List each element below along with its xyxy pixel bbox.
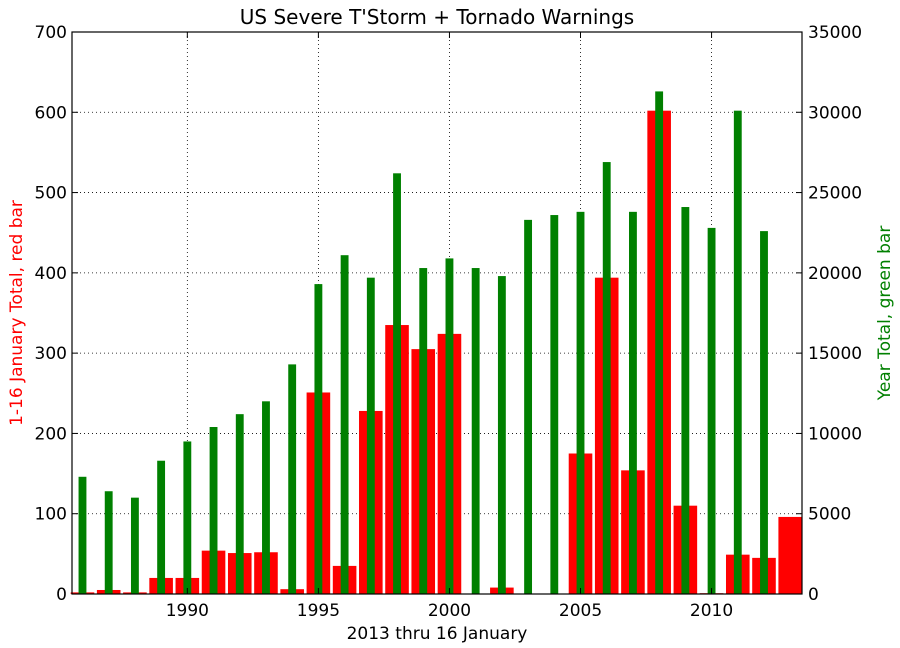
green-bar	[524, 219, 533, 594]
x-tick-label: 2005	[559, 601, 602, 621]
green-bar	[262, 401, 270, 594]
green-bar	[366, 277, 375, 594]
y-tick-label-right: 20000	[808, 264, 862, 284]
y-axis-label-right: Year Total, green bar	[875, 226, 895, 402]
y-tick-label-left: 200	[35, 424, 67, 444]
y-tick-label-right: 10000	[808, 424, 862, 444]
green-bar	[235, 414, 244, 594]
green-bar	[183, 441, 192, 594]
green-bar	[602, 162, 611, 594]
y-tick-label-right: 5000	[808, 505, 851, 525]
green-bar	[629, 211, 637, 594]
x-tick-label: 1990	[166, 601, 209, 621]
y-tick-label-left: 700	[35, 23, 67, 43]
y-tick-label-right: 25000	[808, 184, 862, 204]
green-bar	[497, 276, 506, 594]
y-tick-label-left: 500	[35, 184, 67, 204]
green-bar	[419, 268, 428, 594]
x-tick-label: 1995	[297, 601, 340, 621]
green-bar	[550, 215, 559, 594]
green-bar	[288, 364, 297, 594]
y-axis-label-left: 1-16 January Total, red bar	[7, 200, 27, 426]
green-bar	[314, 284, 323, 594]
y-tick-label-right: 30000	[808, 103, 862, 123]
green-bar	[707, 227, 716, 594]
green-bar	[760, 231, 768, 594]
y-tick-label-right: 35000	[808, 23, 862, 43]
y-tick-label-left: 100	[35, 505, 67, 525]
green-bar	[445, 258, 454, 594]
green-bar	[655, 91, 664, 594]
green-bar	[576, 211, 585, 594]
x-tick-label: 2010	[690, 601, 733, 621]
red-bar	[778, 516, 802, 594]
x-axis-label: 2013 thru 16 January	[347, 624, 528, 644]
green-bar	[130, 497, 139, 594]
y-tick-label-left: 300	[35, 344, 67, 364]
green-bar	[471, 268, 480, 594]
y-tick-label-left: 600	[35, 103, 67, 123]
chart-title: US Severe T'Storm + Tornado Warnings	[240, 5, 634, 29]
green-bar	[209, 427, 218, 594]
x-tick-label: 2000	[428, 601, 471, 621]
plot-frame	[71, 31, 803, 595]
y-tick-label-left: 0	[56, 585, 67, 605]
green-bar	[733, 110, 742, 595]
y-tick-label-left: 400	[35, 264, 67, 284]
green-bar	[340, 255, 349, 595]
y-tick-label-right: 15000	[808, 344, 862, 364]
green-bar	[78, 476, 87, 594]
green-bar	[393, 173, 401, 594]
green-bar	[157, 460, 166, 594]
green-bar	[681, 207, 690, 594]
green-bar	[104, 491, 113, 594]
y-tick-label-right: 0	[808, 585, 819, 605]
